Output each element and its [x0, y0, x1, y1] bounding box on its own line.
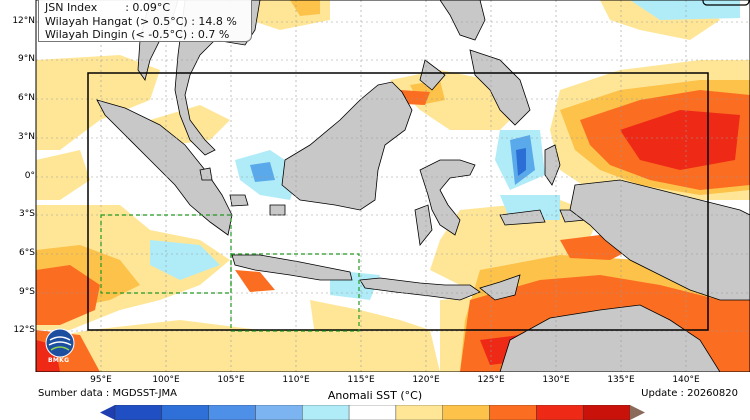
cold-area-text: Wilayah Dingin (< -0.5°C) : 0.7 % — [45, 28, 230, 41]
lat-label: 3°S — [19, 209, 35, 219]
colorbar-cell — [395, 405, 443, 420]
lon-label: 105°E — [217, 375, 245, 385]
lon-label: 140°E — [672, 375, 700, 385]
lat-label: 9°S — [19, 287, 35, 297]
colorbar-cell — [255, 405, 303, 420]
sst-anomaly-colorbar — [100, 405, 645, 420]
colorbar-cell — [536, 405, 584, 420]
warm-area-text: Wilayah Hangat (> 0.5°C) : 14.8 % — [45, 14, 237, 28]
update-date-text: Update : 20260820 — [641, 388, 738, 399]
lon-label: 100°E — [152, 375, 180, 385]
corner-frame — [702, 0, 750, 6]
jsn-index-text: JSN Index : 0.09°C — [45, 1, 171, 14]
colorbar-cold-extend — [100, 405, 115, 420]
sst-info-box: JSN Index : 0.09°C Wilayah Hangat (> 0.5… — [38, 0, 252, 42]
lon-label: 120°E — [412, 375, 440, 385]
colorbar-title: Anomali SST (°C) — [327, 389, 423, 402]
lat-label: 0° — [24, 171, 35, 181]
colorbar-cell — [348, 405, 397, 420]
lat-label: 3°N — [18, 132, 35, 142]
cool-anomaly-layer — [150, 0, 740, 300]
lat-label: 12°S — [13, 325, 35, 335]
data-source-text: Sumber data : MGDSST-JMA — [38, 388, 178, 399]
lon-label: 115°E — [347, 375, 375, 385]
colorbar-cell — [208, 405, 256, 420]
bmkg-logo — [45, 328, 75, 358]
lat-label: 6°S — [19, 248, 35, 258]
grid-lines — [36, 0, 750, 372]
lon-label: 135°E — [607, 375, 635, 385]
lat-label: 9°N — [18, 54, 35, 64]
colorbar-cell — [114, 405, 163, 420]
colorbar-cell — [161, 405, 209, 420]
hot-anomaly-layer — [36, 90, 750, 372]
lat-label: 6°N — [18, 93, 35, 103]
lon-label: 95°E — [90, 375, 112, 385]
colorbar-cell — [302, 405, 350, 420]
lon-label: 110°E — [282, 375, 310, 385]
lon-label: 130°E — [542, 375, 570, 385]
colorbar-cell — [442, 405, 490, 420]
lat-label: 12°N — [12, 16, 35, 26]
colorbar-warm-extend — [630, 405, 645, 420]
sst-anomaly-map — [35, 0, 750, 372]
indonesia-region-box — [87, 72, 709, 331]
bmkg-logo-text: BMKG — [48, 357, 70, 364]
colorbar-cell — [582, 405, 631, 420]
colorbar-cell — [489, 405, 537, 420]
south-java-dashed-box — [230, 253, 360, 332]
lon-label: 125°E — [477, 375, 505, 385]
